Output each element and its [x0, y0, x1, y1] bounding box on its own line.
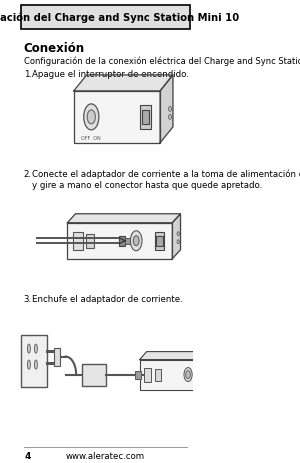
Ellipse shape: [34, 344, 37, 353]
Circle shape: [212, 375, 214, 379]
Circle shape: [177, 232, 179, 236]
Text: Enchufe el adaptador de corriente.: Enchufe el adaptador de corriente.: [32, 294, 183, 303]
Bar: [21, 6, 190, 30]
Bar: [86, 234, 94, 248]
Circle shape: [186, 371, 190, 379]
Bar: [140, 106, 151, 130]
Ellipse shape: [34, 360, 37, 369]
Circle shape: [130, 231, 142, 251]
Text: Apague el interruptor de encendido.: Apague el interruptor de encendido.: [32, 70, 189, 79]
Polygon shape: [140, 352, 215, 360]
Bar: [54, 348, 60, 366]
Polygon shape: [208, 352, 215, 390]
Text: 3.: 3.: [24, 294, 32, 303]
Bar: [142, 111, 149, 125]
Circle shape: [169, 115, 172, 120]
Bar: [68, 223, 172, 259]
Circle shape: [133, 236, 139, 246]
Bar: [155, 369, 161, 381]
Bar: [21, 335, 47, 387]
Bar: [125, 238, 130, 244]
Polygon shape: [160, 76, 173, 144]
Text: OFF  ON: OFF ON: [81, 136, 101, 141]
Circle shape: [184, 368, 192, 382]
Text: Configuración de la conexión eléctrica del Charge and Sync Station Mini 10.: Configuración de la conexión eléctrica d…: [24, 57, 300, 66]
Text: Conecte el adaptador de corriente a la toma de alimentación de la unidad
y gire : Conecte el adaptador de corriente a la t…: [32, 169, 300, 189]
Bar: [73, 232, 83, 250]
Polygon shape: [172, 214, 181, 259]
Polygon shape: [68, 214, 181, 223]
Bar: [82, 364, 106, 386]
Ellipse shape: [27, 344, 30, 353]
Circle shape: [87, 111, 95, 125]
Bar: [156, 236, 163, 246]
Circle shape: [169, 107, 172, 112]
Bar: [74, 92, 160, 144]
Text: 1.: 1.: [24, 70, 32, 79]
Text: www.aleratec.com: www.aleratec.com: [66, 451, 145, 461]
Bar: [155, 232, 164, 250]
Text: Conexión: Conexión: [24, 42, 85, 55]
Polygon shape: [74, 76, 173, 92]
Bar: [140, 360, 208, 390]
Bar: [119, 236, 125, 246]
Text: 2.: 2.: [24, 169, 32, 178]
Bar: [135, 371, 141, 379]
Text: 4: 4: [25, 451, 31, 461]
Circle shape: [212, 368, 214, 372]
Bar: [144, 368, 151, 382]
Circle shape: [177, 240, 179, 244]
Circle shape: [84, 105, 99, 131]
Ellipse shape: [27, 360, 30, 369]
Text: Utilización del Charge and Sync Station Mini 10: Utilización del Charge and Sync Station …: [0, 13, 239, 23]
